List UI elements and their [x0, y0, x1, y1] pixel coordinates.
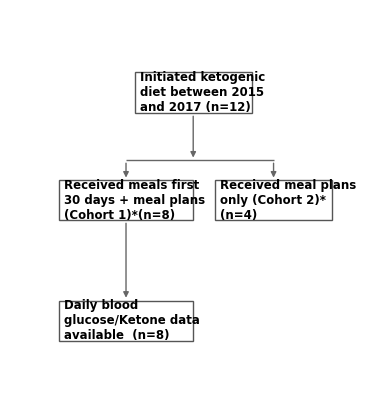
FancyBboxPatch shape	[135, 72, 252, 114]
Text: Daily blood
glucose/Ketone data
available  (n=8): Daily blood glucose/Ketone data availabl…	[64, 299, 200, 342]
Text: Received meal plans
only (Cohort 2)*
(n=4): Received meal plans only (Cohort 2)* (n=…	[221, 179, 357, 222]
FancyBboxPatch shape	[59, 300, 193, 341]
Text: Initiated ketogenic
diet between 2015
and 2017 (n=12): Initiated ketogenic diet between 2015 an…	[140, 71, 265, 114]
FancyBboxPatch shape	[59, 180, 193, 220]
Text: Received meals first
30 days + meal plans
(Cohort 1)*(n=8): Received meals first 30 days + meal plan…	[64, 179, 205, 222]
FancyBboxPatch shape	[215, 180, 332, 220]
